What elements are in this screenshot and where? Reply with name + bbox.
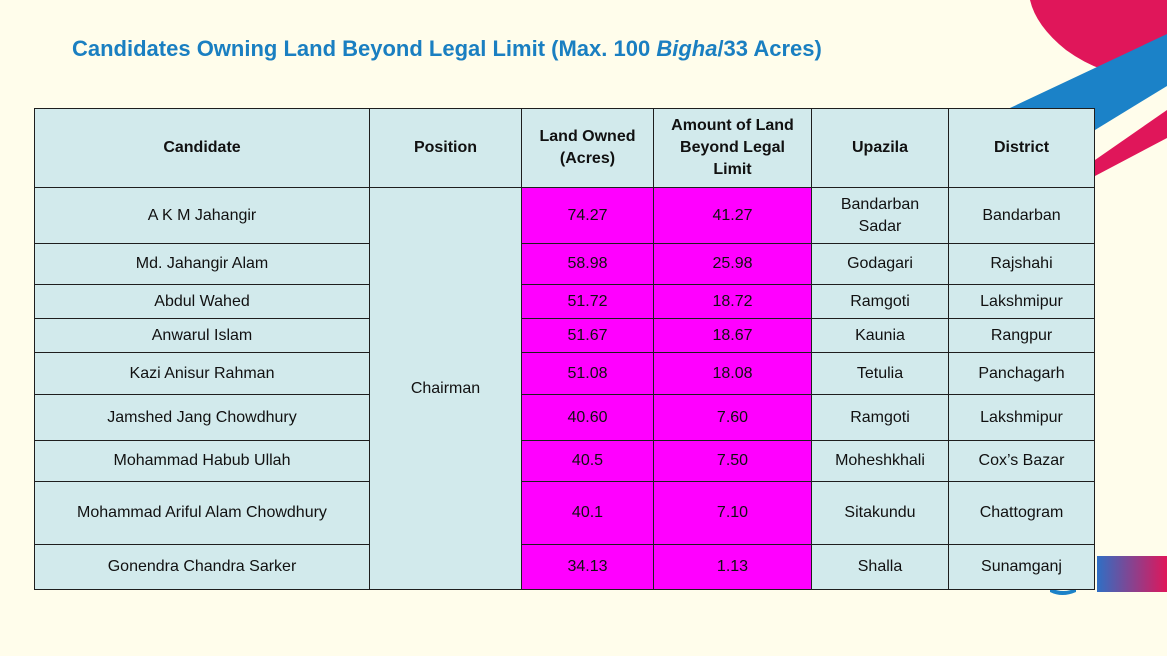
district-cell: Lakshmipur: [948, 284, 1095, 319]
upazila-cell: Tetulia: [811, 352, 949, 395]
header-upazila: Upazila: [811, 108, 949, 188]
district-cell: Cox’s Bazar: [948, 440, 1095, 482]
beyond-limit-cell: 25.98: [653, 243, 812, 285]
header-position: Position: [369, 108, 522, 188]
beyond-limit-cell: 41.27: [653, 187, 812, 244]
upazila-cell: Godagari: [811, 243, 949, 285]
candidate-cell: Mohammad Habub Ullah: [34, 440, 370, 482]
candidate-cell: Abdul Wahed: [34, 284, 370, 319]
candidate-cell: Kazi Anisur Rahman: [34, 352, 370, 395]
table-row: Jamshed Jang Chowdhury 40.60 7.60 Ramgot…: [34, 394, 1095, 441]
table-row: Mohammad Habub Ullah 40.5 7.50 Moheshkha…: [34, 440, 1095, 482]
beyond-limit-cell: 18.72: [653, 284, 812, 319]
land-owned-cell: 40.1: [521, 481, 654, 545]
land-owned-cell: 51.08: [521, 352, 654, 395]
table-row: Mohammad Ariful Alam Chowdhury 40.1 7.10…: [34, 481, 1095, 545]
blue-stripe-shape: [1010, 34, 1167, 132]
title-emphasis: Bigha: [656, 36, 718, 61]
candidates-table: Candidate Position Land Owned (Acres) Am…: [34, 108, 1095, 590]
table-row: Kazi Anisur Rahman 51.08 18.08 Tetulia P…: [34, 352, 1095, 395]
bottom-gradient-bar-shape: [1097, 556, 1167, 592]
page-title: Candidates Owning Land Beyond Legal Limi…: [72, 36, 822, 62]
title-prefix: Candidates Owning Land Beyond Legal Limi…: [72, 36, 657, 61]
table-row: A K M Jahangir Chairman 74.27 41.27 Band…: [34, 187, 1095, 590]
land-owned-cell: 40.5: [521, 440, 654, 482]
district-cell: Panchagarh: [948, 352, 1095, 395]
beyond-limit-cell: 7.10: [653, 481, 812, 545]
upazila-cell: Bandarban Sadar: [811, 187, 949, 244]
land-owned-cell: 40.60: [521, 394, 654, 441]
land-owned-cell: 51.67: [521, 318, 654, 353]
table-row: Gonendra Chandra Sarker 34.13 1.13 Shall…: [34, 544, 1095, 590]
bottom-blue-curve-shape: [1050, 588, 1076, 595]
district-cell: Chattogram: [948, 481, 1095, 545]
table-row: Abdul Wahed 51.72 18.72 Ramgoti Lakshmip…: [34, 284, 1095, 319]
beyond-limit-cell: 18.67: [653, 318, 812, 353]
upazila-cell: Moheshkhali: [811, 440, 949, 482]
candidate-cell: Mohammad Ariful Alam Chowdhury: [34, 481, 370, 545]
land-owned-cell: 74.27: [521, 187, 654, 244]
table-row: Anwarul Islam 51.67 18.67 Kaunia Rangpur: [34, 318, 1095, 353]
district-cell: Sunamganj: [948, 544, 1095, 590]
header-row: Candidate Position Land Owned (Acres) Am…: [34, 108, 1095, 188]
district-cell: Lakshmipur: [948, 394, 1095, 441]
beyond-limit-cell: 1.13: [653, 544, 812, 590]
beyond-limit-cell: 7.50: [653, 440, 812, 482]
header-district: District: [948, 108, 1095, 188]
pink-stripe-shape: [1095, 110, 1167, 176]
header-beyond-limit: Amount of Land Beyond Legal Limit: [653, 108, 812, 188]
upazila-cell: Ramgoti: [811, 284, 949, 319]
district-cell: Bandarban: [948, 187, 1095, 244]
candidate-cell: Jamshed Jang Chowdhury: [34, 394, 370, 441]
upazila-cell: Ramgoti: [811, 394, 949, 441]
upazila-cell: Shalla: [811, 544, 949, 590]
beyond-limit-cell: 18.08: [653, 352, 812, 395]
candidate-cell: Anwarul Islam: [34, 318, 370, 353]
candidate-cell: Gonendra Chandra Sarker: [34, 544, 370, 590]
land-owned-cell: 34.13: [521, 544, 654, 590]
upazila-cell: Kaunia: [811, 318, 949, 353]
land-owned-cell: 51.72: [521, 284, 654, 319]
title-suffix: /33 Acres): [717, 36, 822, 61]
beyond-limit-cell: 7.60: [653, 394, 812, 441]
upazila-cell: Sitakundu: [811, 481, 949, 545]
header-candidate: Candidate: [34, 108, 370, 188]
district-cell: Rajshahi: [948, 243, 1095, 285]
header-land-owned: Land Owned (Acres): [521, 108, 654, 188]
district-cell: Rangpur: [948, 318, 1095, 353]
candidate-cell: A K M Jahangir: [34, 187, 370, 244]
table-row: Md. Jahangir Alam 58.98 25.98 Godagari R…: [34, 243, 1095, 285]
position-cell: Chairman: [369, 187, 522, 590]
land-owned-cell: 58.98: [521, 243, 654, 285]
candidate-cell: Md. Jahangir Alam: [34, 243, 370, 285]
